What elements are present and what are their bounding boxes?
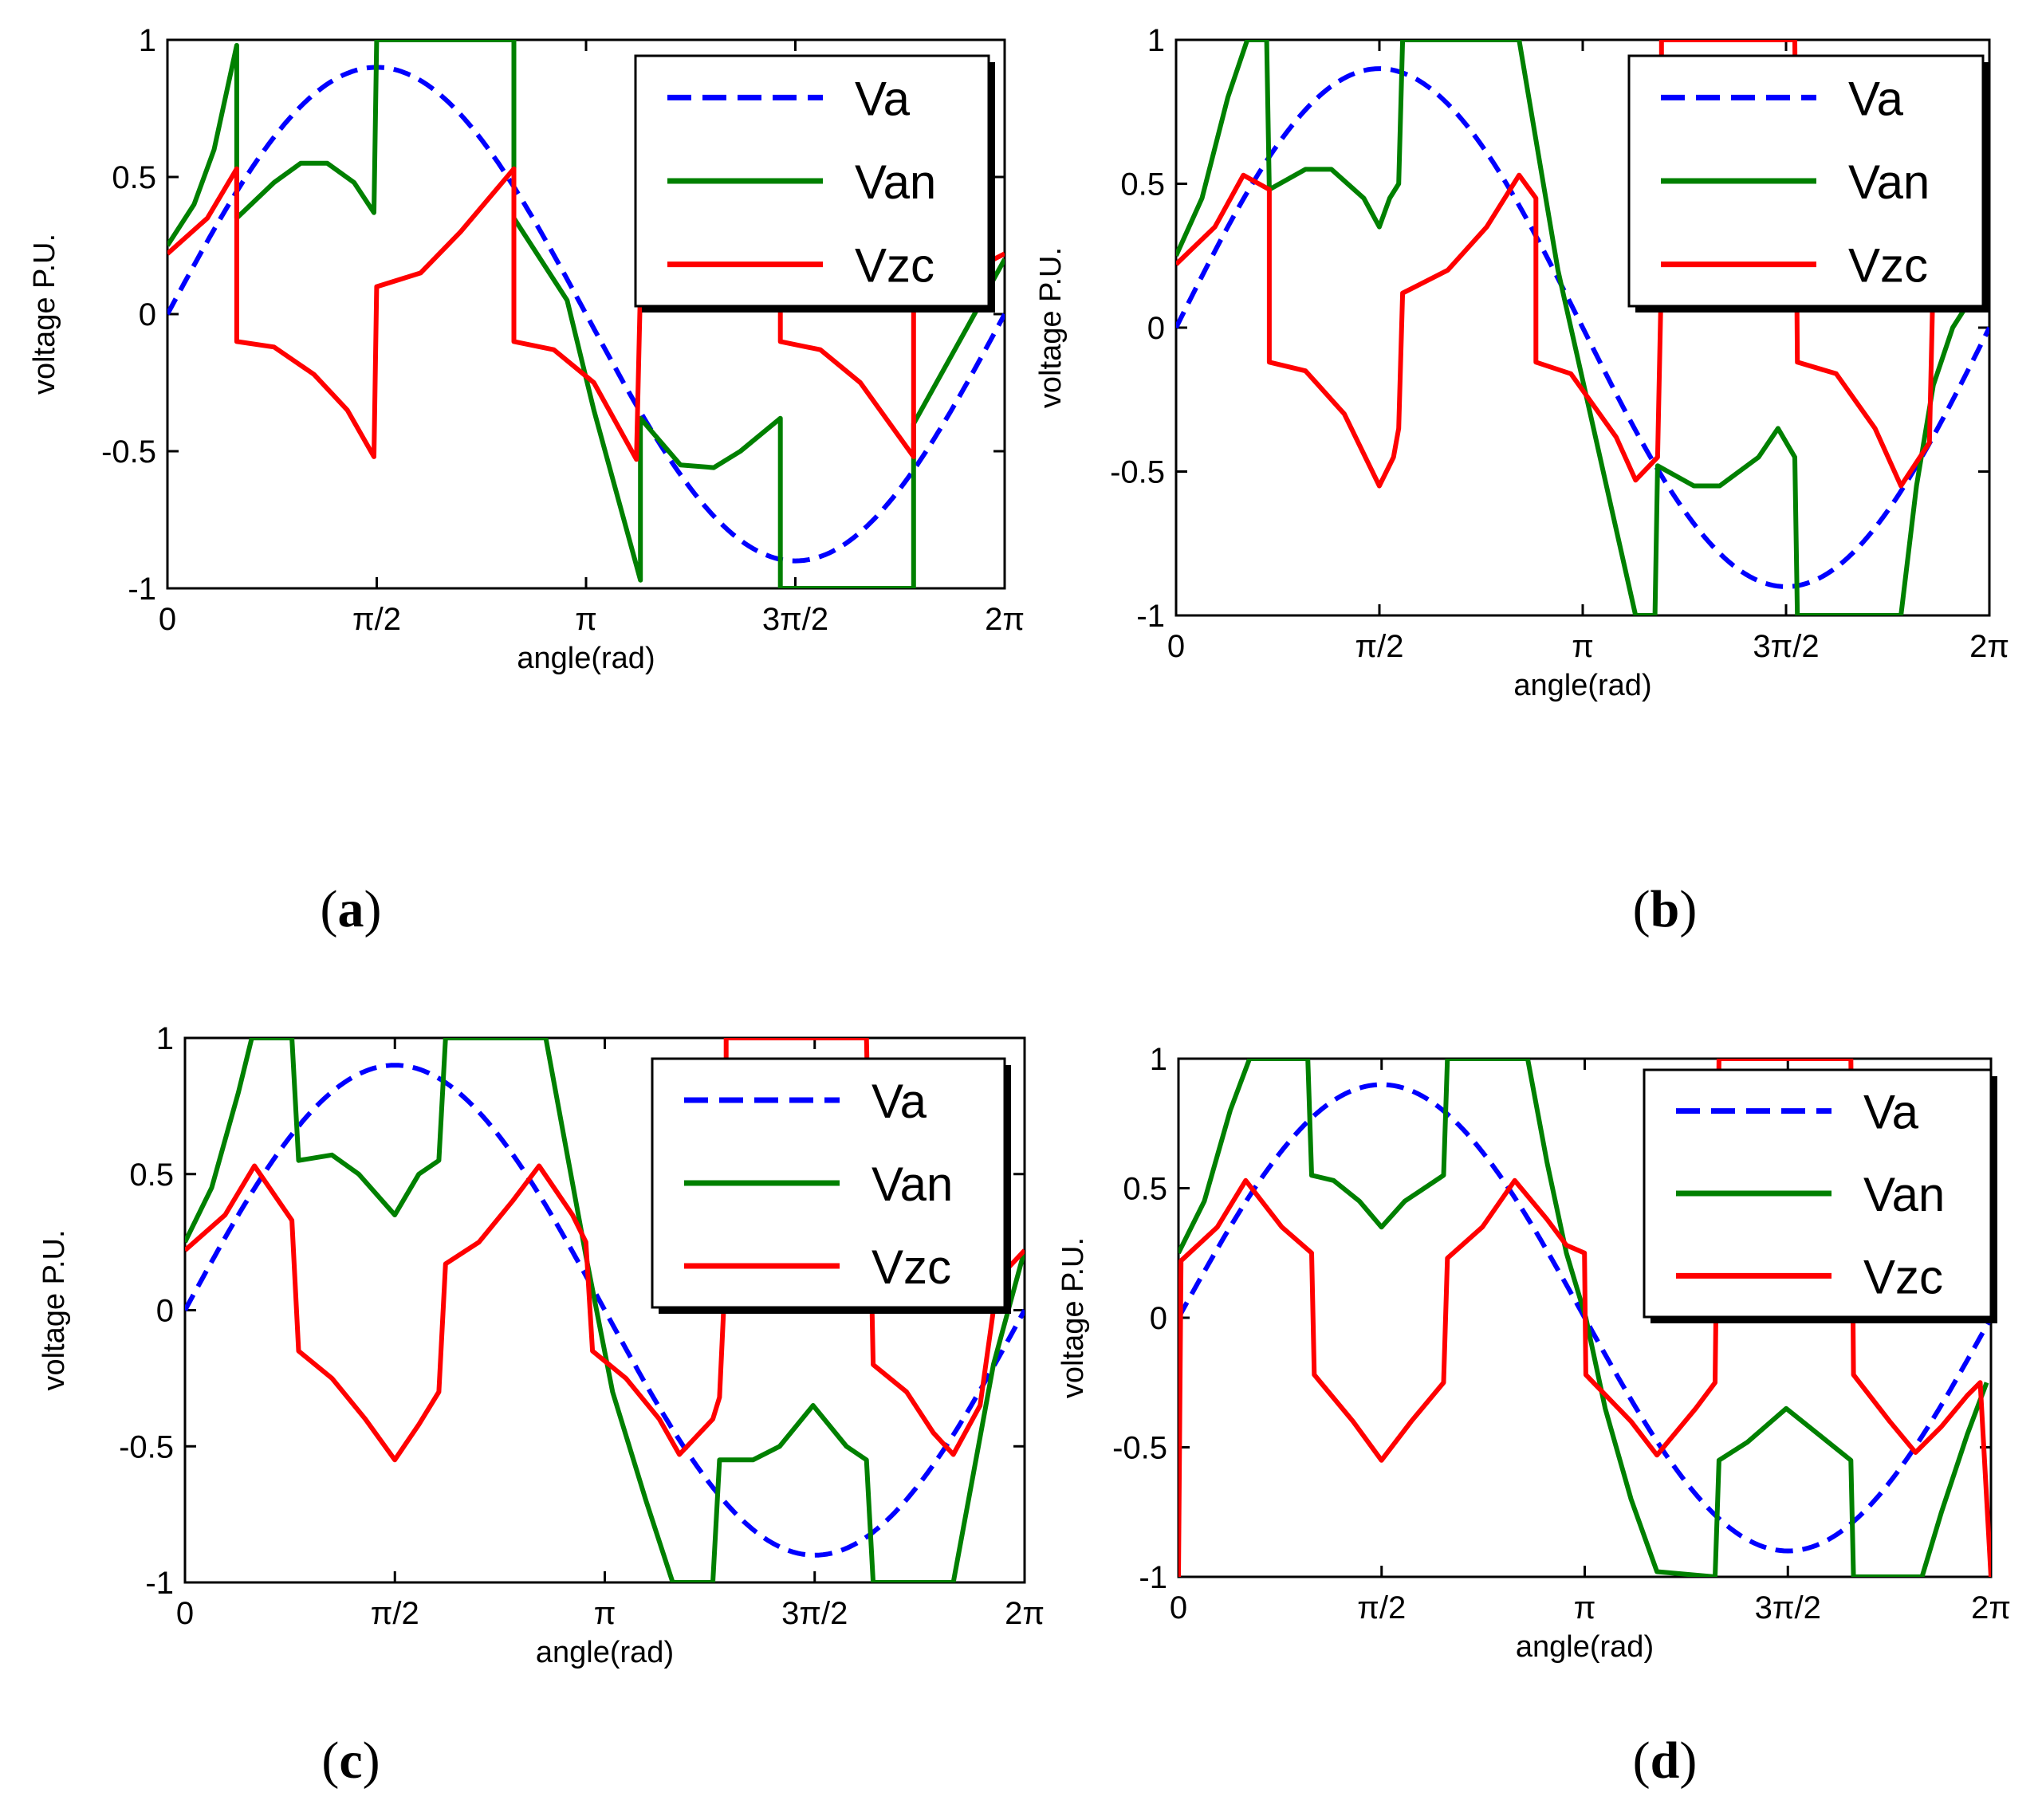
- panel-label-d: (d): [1633, 1732, 1698, 1790]
- legend-label-vzc: Vzc: [855, 239, 934, 293]
- x-tick-label: π: [594, 1596, 616, 1631]
- legend-label-va: Va: [871, 1075, 927, 1128]
- y-tick-label: 1: [1147, 23, 1165, 58]
- series-line-vzc: [1178, 1059, 1991, 1577]
- y-tick-label: 1: [156, 1021, 174, 1056]
- x-tick-label: 0: [159, 602, 176, 637]
- legend-label-van: Van: [1848, 155, 1930, 209]
- legend-label-va: Va: [855, 72, 911, 125]
- y-tick-label: 0.5: [1120, 167, 1165, 202]
- x-tick-label: π/2: [1355, 629, 1404, 664]
- x-axis-label: angle(rad): [536, 1636, 674, 1669]
- legend-label-van: Van: [1863, 1168, 1945, 1221]
- y-tick-label: 0: [1147, 311, 1165, 346]
- plot-area: [167, 40, 1005, 588]
- legend-label-vzc: Vzc: [871, 1240, 951, 1294]
- y-tick-label: -0.5: [101, 434, 156, 470]
- chart-panel-c: 0 π/2 π 3π/2 2π -1 -0.5 0 0.5 1 angle(rad) voltage …: [37, 1021, 1045, 1790]
- x-axis-label: angle(rad): [517, 642, 655, 675]
- y-tick-label: -0.5: [1110, 455, 1165, 490]
- plot-area: [185, 1038, 1025, 1582]
- y-axis-label: voltage P.U.: [37, 1229, 71, 1390]
- y-tick-label: 0: [1150, 1301, 1167, 1336]
- legend-label-vzc: Vzc: [1848, 239, 1928, 293]
- x-tick-label: π: [575, 602, 597, 637]
- x-tick-label: 2π: [1969, 629, 2009, 664]
- x-tick-label: 2π: [1971, 1590, 2011, 1625]
- chart-panel-a: 0 π/2 π 3π/2 2π -1 -0.5 0 0.5 1 angle(rad) voltage …: [28, 23, 1025, 938]
- y-tick-label: 0.5: [112, 160, 156, 195]
- x-tick-label: 3π/2: [1753, 629, 1819, 664]
- plot-area: [1178, 1059, 1991, 1577]
- legend-label-van: Van: [855, 155, 936, 209]
- y-tick-label: -1: [1136, 599, 1165, 634]
- y-axis-label: voltage P.U.: [1056, 1237, 1090, 1398]
- x-tick-label: π/2: [371, 1596, 419, 1631]
- x-tick-label: 3π/2: [1755, 1590, 1821, 1625]
- series-line-van: [185, 1038, 1025, 1582]
- chart-panel-d: 0 π/2 π 3π/2 2π -1 -0.5 0 0.5 1 angle(rad) voltage …: [1056, 1042, 2011, 1790]
- series-line-vzc: [167, 166, 1005, 462]
- x-axis-label: angle(rad): [1516, 1630, 1654, 1664]
- series-line-vzc: [1176, 40, 1989, 489]
- y-tick-label: 1: [139, 23, 156, 58]
- y-tick-label: 1: [1150, 1042, 1167, 1077]
- series-line-va: [1176, 66, 1989, 589]
- series-line-van: [1176, 40, 1989, 615]
- plot-area: [1176, 40, 1989, 615]
- x-tick-label: π/2: [1357, 1590, 1406, 1625]
- series-line-va: [185, 1063, 1025, 1558]
- y-tick-label: 0.5: [1123, 1172, 1167, 1207]
- panel-label-c: (c): [321, 1732, 380, 1790]
- x-tick-label: 3π/2: [762, 602, 828, 637]
- panel-label-b: (b): [1633, 880, 1698, 938]
- y-tick-label: -0.5: [1112, 1431, 1167, 1466]
- x-tick-label: π: [1572, 629, 1594, 664]
- legend-label-van: Van: [871, 1158, 953, 1211]
- y-tick-label: -1: [145, 1566, 174, 1601]
- y-tick-label: -0.5: [119, 1429, 174, 1464]
- chart-panel-b: 0 π/2 π 3π/2 2π -1 -0.5 0 0.5 1 angle(rad) voltage …: [1034, 23, 2009, 938]
- series-line-van: [1178, 1059, 1989, 1577]
- y-tick-label: 0: [156, 1294, 174, 1329]
- x-axis-label: angle(rad): [1513, 669, 1651, 702]
- x-tick-label: 2π: [985, 602, 1025, 637]
- y-tick-label: -1: [128, 572, 156, 607]
- series-line-va: [167, 65, 1005, 564]
- y-tick-label: -1: [1139, 1560, 1167, 1595]
- x-tick-label: π/2: [352, 602, 401, 637]
- y-axis-label: voltage P.U.: [28, 234, 61, 395]
- legend-label-vzc: Vzc: [1863, 1250, 1943, 1303]
- x-tick-label: 0: [176, 1596, 194, 1631]
- x-tick-label: 2π: [1005, 1596, 1045, 1631]
- y-tick-label: 0.5: [129, 1158, 174, 1193]
- panel-label-a: (a): [321, 880, 382, 938]
- x-tick-label: 3π/2: [781, 1596, 848, 1631]
- x-tick-label: 0: [1167, 629, 1185, 664]
- x-tick-label: π: [1574, 1590, 1596, 1625]
- y-tick-label: 0: [139, 297, 156, 332]
- series-line-van: [167, 40, 1005, 588]
- legend-label-va: Va: [1863, 1086, 1919, 1139]
- legend-label-va: Va: [1848, 72, 1904, 125]
- y-axis-label: voltage P.U.: [1034, 247, 1068, 408]
- x-tick-label: 0: [1170, 1590, 1187, 1625]
- series-line-vzc: [185, 1038, 1025, 1463]
